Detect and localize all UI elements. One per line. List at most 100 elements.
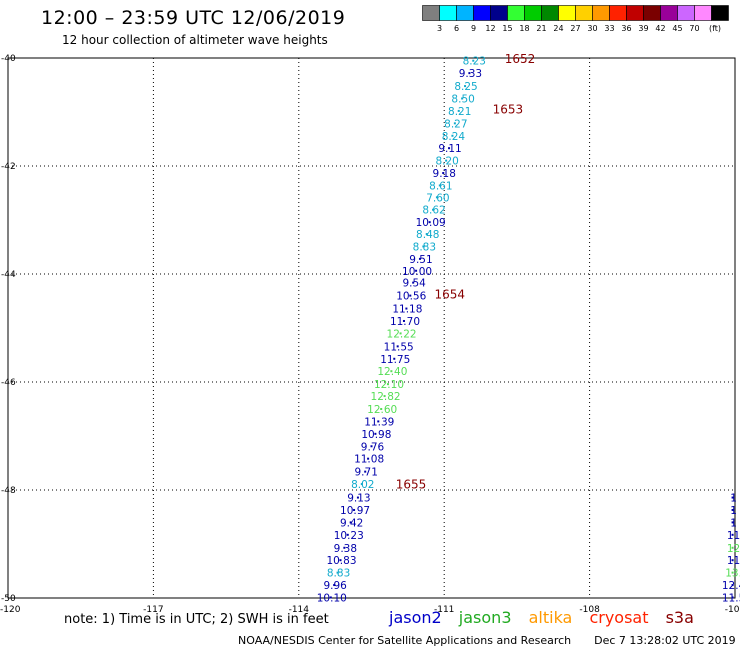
data-point bbox=[428, 221, 431, 224]
color-scale-label: 42 bbox=[655, 24, 665, 33]
data-point bbox=[360, 483, 363, 486]
data-point bbox=[386, 383, 389, 386]
swh-label: 12.10 bbox=[374, 379, 404, 391]
timestamp-text: Dec 7 13:28:02 UTC 2019 bbox=[594, 634, 736, 647]
legend-cryosat: cryosat bbox=[589, 608, 649, 627]
data-point bbox=[451, 134, 454, 137]
swh-label: 11.75 bbox=[380, 354, 410, 366]
data-point bbox=[329, 596, 332, 599]
color-scale-label: 12 bbox=[485, 24, 495, 33]
data-point bbox=[731, 596, 734, 599]
data-point bbox=[343, 546, 346, 549]
color-scale-unit: (ft) bbox=[709, 24, 721, 33]
swh-label: 8.50 bbox=[451, 94, 474, 106]
swh-label: 1 bbox=[730, 493, 737, 505]
color-scale-label: 6 bbox=[454, 24, 459, 33]
swh-label: 9.54 bbox=[402, 278, 426, 290]
data-point bbox=[418, 257, 421, 260]
swh-label: 11 bbox=[727, 555, 740, 567]
data-point bbox=[399, 332, 402, 335]
swh-label: 10.56 bbox=[396, 291, 426, 303]
data-point bbox=[731, 559, 734, 562]
satellite-legend: jason2 jason3 altika cryosat s3a bbox=[389, 608, 706, 627]
swh-label: 8.25 bbox=[454, 81, 477, 93]
legend-jason3: jason3 bbox=[458, 608, 512, 627]
legend-altika: altika bbox=[528, 608, 573, 627]
x-tick-label: -108 bbox=[579, 605, 600, 615]
swh-label: 12 bbox=[727, 543, 740, 555]
legend-jason2: jason2 bbox=[389, 608, 442, 627]
data-point bbox=[339, 559, 342, 562]
pass-time-label: 1654 bbox=[435, 288, 466, 302]
color-scale-label: 36 bbox=[621, 24, 631, 33]
swh-label: 9.42 bbox=[340, 517, 363, 529]
swh-label: 8.27 bbox=[444, 118, 467, 130]
swh-label: 10.10 bbox=[317, 592, 347, 604]
swh-label: 11.08 bbox=[354, 454, 384, 466]
x-tick-label: -114 bbox=[289, 605, 310, 615]
swh-label: 8.20 bbox=[435, 156, 458, 168]
data-point bbox=[464, 85, 467, 88]
swh-label: 11 bbox=[727, 530, 740, 542]
swh-label: 8.48 bbox=[416, 229, 439, 241]
swh-label: 9.38 bbox=[334, 543, 357, 555]
data-point bbox=[432, 208, 435, 211]
swh-label: 9.33 bbox=[459, 68, 482, 80]
y-tick-label: -46 bbox=[1, 378, 16, 388]
data-point bbox=[349, 521, 352, 524]
swh-label: 12.40 bbox=[377, 366, 407, 378]
swh-label: 9.18 bbox=[433, 168, 456, 180]
swh-label: 10.83 bbox=[326, 555, 356, 567]
data-point bbox=[731, 571, 734, 574]
color-scale-label: 21 bbox=[536, 24, 546, 33]
data-point bbox=[442, 172, 445, 175]
data-point bbox=[731, 533, 734, 536]
data-point bbox=[333, 584, 336, 587]
legend-s3a: s3a bbox=[665, 608, 694, 627]
swh-label: 8.21 bbox=[448, 106, 471, 118]
data-point bbox=[731, 508, 734, 511]
data-point bbox=[393, 357, 396, 360]
swh-label: 11.70 bbox=[390, 316, 420, 328]
data-point bbox=[380, 408, 383, 410]
data-point bbox=[402, 319, 405, 322]
swh-label: 10.09 bbox=[416, 217, 446, 229]
data-point bbox=[383, 395, 386, 398]
swh-label: 8.23 bbox=[463, 56, 486, 68]
color-scale-label: 9 bbox=[471, 24, 476, 33]
pass-time-label: 1652 bbox=[505, 52, 536, 66]
swh-label: 12.82 bbox=[371, 391, 401, 403]
data-point bbox=[390, 370, 393, 373]
data-point bbox=[731, 496, 734, 499]
swh-label: 8.02 bbox=[351, 479, 374, 491]
swh-label: 10.23 bbox=[334, 530, 364, 542]
data-point bbox=[448, 147, 451, 150]
swh-label: 8.61 bbox=[429, 180, 452, 192]
color-scale-label: 18 bbox=[519, 24, 529, 33]
data-point bbox=[445, 159, 448, 162]
plot-frame bbox=[7, 57, 736, 599]
color-scale-label: 3 bbox=[437, 24, 442, 33]
swh-label: 12.60 bbox=[367, 404, 397, 416]
data-point bbox=[461, 97, 464, 100]
data-point bbox=[425, 233, 428, 236]
data-point bbox=[731, 546, 734, 549]
swh-label: 7.60 bbox=[426, 192, 449, 204]
swh-label: 12.4 bbox=[722, 580, 740, 592]
swh-label: 8.62 bbox=[422, 205, 445, 217]
data-point bbox=[412, 281, 415, 284]
pass-time-label: 1655 bbox=[396, 478, 427, 492]
swh-label: 10.97 bbox=[340, 505, 370, 517]
swh-label: 8.83 bbox=[413, 241, 436, 253]
credit-line: NOAA/NESDIS Center for Satellite Applica… bbox=[238, 634, 736, 647]
data-point bbox=[468, 72, 471, 75]
x-tick-label: -105 bbox=[725, 605, 740, 615]
swh-label: 9.11 bbox=[438, 143, 461, 155]
color-scale-label: 70 bbox=[689, 24, 699, 33]
swh-label: 8.83 bbox=[327, 568, 350, 580]
swh-label: 10.98 bbox=[361, 429, 391, 441]
color-scale-label: 33 bbox=[604, 24, 614, 33]
credit-text: NOAA/NESDIS Center for Satellite Applica… bbox=[238, 634, 572, 647]
y-tick-label: -50 bbox=[1, 594, 16, 604]
